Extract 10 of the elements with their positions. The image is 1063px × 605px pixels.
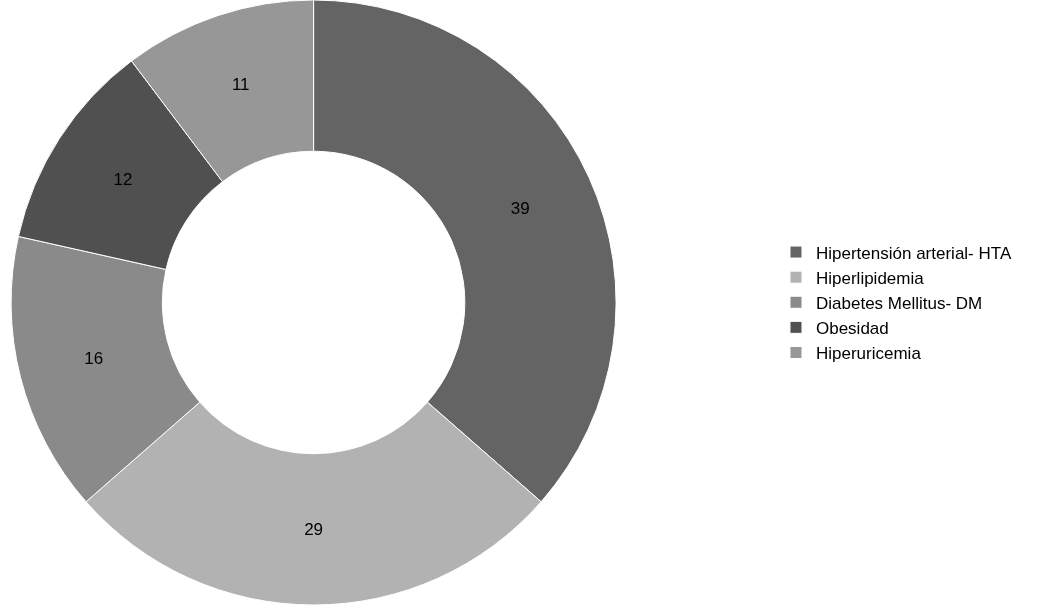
data-label: 39 bbox=[510, 199, 530, 219]
data-label: 11 bbox=[231, 75, 250, 95]
data-label: 12 bbox=[113, 170, 133, 190]
legend-label: Hiperlipidemia bbox=[815, 268, 925, 288]
legend-label: Diabetes Mellitus- DM bbox=[815, 293, 983, 313]
data-label: 16 bbox=[84, 349, 104, 369]
data-label: 29 bbox=[304, 519, 324, 539]
legend-label: Obesidad bbox=[815, 318, 889, 338]
legend-label: Hipertensión arterial- HTA bbox=[815, 243, 1012, 263]
legend-label: Hiperuricemia bbox=[815, 344, 922, 364]
